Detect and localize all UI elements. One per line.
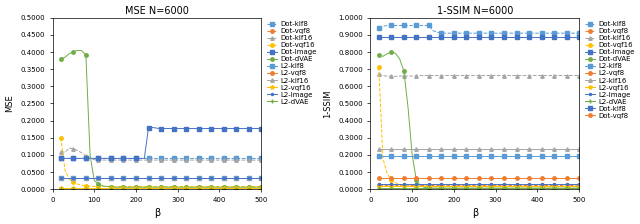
Y-axis label: 1-SSIM: 1-SSIM <box>323 89 332 118</box>
Legend: Dot-klf8, Dot-vqf8, Dot-klf16, Dot-vqf16, Dot-Image, Dot-dVAE, L2-klf8, L2-vqf8,: Dot-klf8, Dot-vqf8, Dot-klf16, Dot-vqf16… <box>267 21 316 105</box>
Title: MSE N=6000: MSE N=6000 <box>125 6 189 15</box>
Title: 1-SSIM N=6000: 1-SSIM N=6000 <box>436 6 513 15</box>
X-axis label: β: β <box>154 209 160 218</box>
X-axis label: β: β <box>472 209 478 218</box>
Legend: Dot-klf8, Dot-vqf8, Dot-klf16, Dot-vqf16, Dot-Image, Dot-dVAE, L2-klf8, L2-vqf8,: Dot-klf8, Dot-vqf8, Dot-klf16, Dot-vqf16… <box>585 21 634 119</box>
Y-axis label: MSE: MSE <box>6 95 15 112</box>
